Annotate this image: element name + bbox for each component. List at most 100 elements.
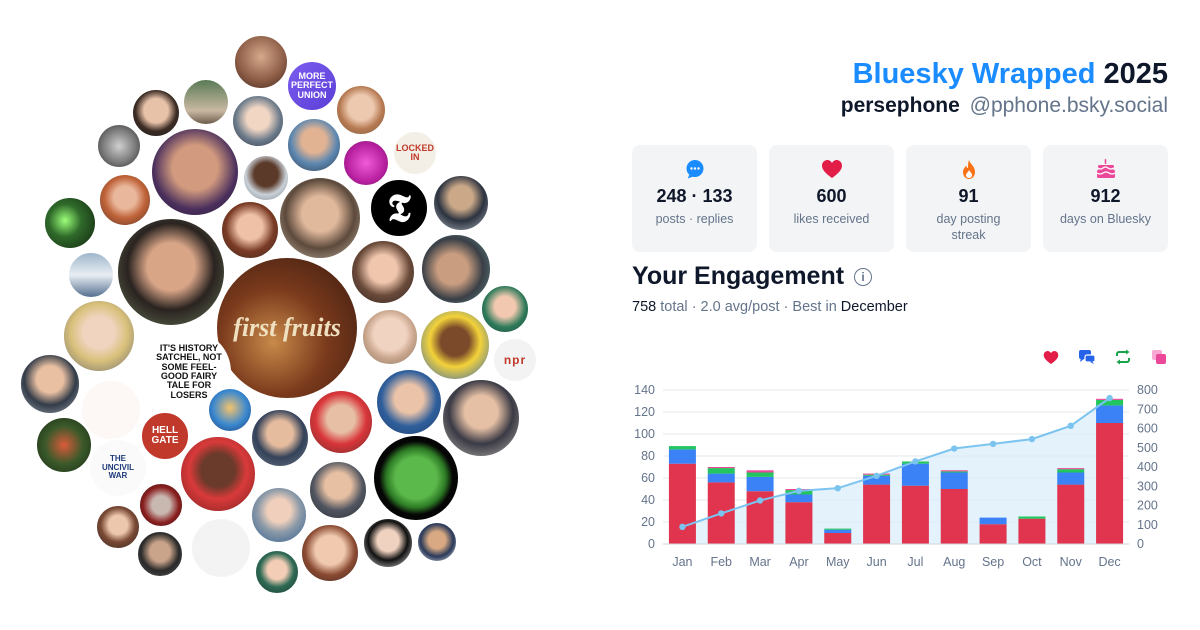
- avatar-man-dark[interactable]: [136, 530, 184, 578]
- x-tick-label: Sep: [982, 555, 1004, 569]
- y2-tick-label: 300: [1137, 479, 1158, 493]
- bar-segment: [824, 533, 852, 544]
- avatar-npr[interactable]: npr: [492, 337, 538, 383]
- avatar-woman-green-bg[interactable]: [254, 549, 300, 595]
- avatar-woman-blue[interactable]: [375, 368, 443, 436]
- avatar-more-perfect-union[interactable]: MORE PERFECT UNION: [286, 60, 338, 112]
- avatar-pink-figure[interactable]: [342, 139, 390, 187]
- y2-tick-label: 100: [1137, 518, 1158, 532]
- avatar-man-suit-pink[interactable]: [231, 94, 285, 148]
- x-tick-label: Apr: [789, 555, 808, 569]
- avatar-history-satchel-label: IT'S HISTORY SATCHEL, NOT SOME FEEL-GOOD…: [156, 342, 222, 400]
- posts-replies-label: posts · replies: [655, 212, 734, 226]
- avatar-locked-in[interactable]: LOCKED IN: [392, 130, 438, 176]
- cumulative-line: [682, 397, 1111, 528]
- stats-row: 248 · 133 posts · replies 600 likes rece…: [632, 145, 1168, 252]
- avatar-man-suit-window[interactable]: [441, 378, 521, 458]
- avatar-red-sketch[interactable]: [80, 379, 142, 441]
- avatar-man-outdoors[interactable]: [242, 154, 290, 202]
- bar-segment: [707, 468, 735, 474]
- avatar-npr-label: npr: [503, 352, 527, 367]
- avatar-man-dark-suit[interactable]: [432, 174, 490, 232]
- bar-segment: [940, 471, 968, 473]
- avatar-first-fruits-label: first fruits: [233, 313, 341, 343]
- avatar-uncivil-war-label: THE UNCIVIL WAR: [102, 454, 134, 481]
- y2-tick-label: 600: [1137, 422, 1158, 436]
- avatar-woman-closeup[interactable]: [300, 523, 360, 583]
- avatar-woman-auburn[interactable]: [220, 200, 280, 260]
- bar-segment: [979, 517, 1007, 525]
- bar-segment: [746, 476, 774, 492]
- avatar-man-tie[interactable]: [250, 408, 310, 468]
- avatar-woman-green[interactable]: [480, 284, 530, 334]
- bar-segment: [1057, 469, 1085, 473]
- bar-segment: [1018, 518, 1046, 544]
- flame-icon: [906, 158, 1031, 180]
- posts-replies-value: 248 · 133: [656, 186, 733, 206]
- stat-card-posts: 248 · 133 posts · replies: [632, 145, 757, 252]
- avatar-hell-gate[interactable]: HELL GATE: [140, 411, 190, 461]
- avatar-history-satchel[interactable]: IT'S HISTORY SATCHEL, NOT SOME FEEL-GOOD…: [147, 330, 231, 414]
- avatar-woman-glasses-bw[interactable]: [362, 517, 414, 569]
- info-icon[interactable]: i: [854, 267, 873, 286]
- avatar-nyt[interactable]: 𝕿: [369, 178, 429, 238]
- avatar-woman-red-hair[interactable]: [98, 173, 152, 227]
- cumulative-point: [718, 510, 725, 517]
- y2-tick-label: 200: [1137, 499, 1158, 513]
- bar-segment: [863, 475, 891, 485]
- avatar-man-glasses-purple[interactable]: [150, 127, 240, 217]
- avatar-green-cartoon[interactable]: [372, 434, 460, 522]
- heart-icon[interactable]: [1042, 348, 1060, 366]
- cumulative-point: [834, 484, 841, 492]
- speech-bubble-icon: [632, 158, 757, 180]
- y2-tick-label: 400: [1137, 460, 1158, 474]
- y2-tick-label: 700: [1137, 402, 1158, 416]
- bar-segment: [707, 467, 735, 469]
- avatar-man-blue-shirt[interactable]: [286, 117, 342, 173]
- avatar-older-man[interactable]: [250, 486, 308, 544]
- streak-value: 91: [958, 186, 979, 206]
- avatar-woman-red-shirt[interactable]: [179, 435, 257, 513]
- avatar-woman-glasses[interactable]: [335, 84, 387, 136]
- avatar-sculpture[interactable]: [96, 123, 142, 169]
- avatar-man-with-dog[interactable]: [420, 233, 492, 305]
- avatar-man-capitol[interactable]: [19, 353, 81, 415]
- avatar-snowy-creek[interactable]: [67, 251, 115, 299]
- avatar-uncivil-war[interactable]: THE UNCIVIL WAR: [88, 438, 148, 498]
- avatar-man-beard-glasses[interactable]: [278, 176, 362, 260]
- avatar-man-glasses-suit[interactable]: [308, 460, 368, 520]
- bar-segment: [746, 470, 774, 473]
- bar-segment: [746, 472, 774, 477]
- x-tick-label: Feb: [710, 555, 732, 569]
- days-value: 912: [1090, 186, 1121, 206]
- avatar-woman-dark-hair[interactable]: [131, 88, 181, 138]
- engagement-summary: 758 total · 2.0 avg/post · Best in Decem…: [632, 299, 908, 315]
- y-tick-label: 80: [641, 449, 655, 463]
- reply-icon[interactable]: [1078, 348, 1096, 366]
- avatar-cartoon-superhero[interactable]: [416, 521, 458, 563]
- avatar-woman-red-top[interactable]: [308, 389, 374, 455]
- x-tick-label: Dec: [1098, 555, 1120, 569]
- page-title: Bluesky Wrapped 2025: [853, 58, 1168, 91]
- engagement-best-month: December: [840, 299, 908, 315]
- avatar-green-glow[interactable]: [43, 196, 97, 250]
- avatar-event-photo[interactable]: [138, 482, 184, 528]
- avatar-autumn-leaves[interactable]: [35, 416, 93, 474]
- avatar-woman-brunette[interactable]: [95, 504, 141, 550]
- avatar-woman-blonde[interactable]: [350, 239, 416, 305]
- avatar-first-fruits[interactable]: first fruits: [215, 256, 359, 400]
- avatar-cartoon-man[interactable]: [419, 309, 491, 381]
- repost-icon[interactable]: [1114, 348, 1132, 366]
- avatar-woman-smiling[interactable]: [116, 217, 226, 327]
- avatar-pirate-doll[interactable]: [233, 34, 289, 90]
- days-label: days on Bluesky: [1059, 212, 1152, 226]
- avatar-more-perfect-union-label: MORE PERFECT UNION: [291, 70, 334, 100]
- avatar-baby[interactable]: [361, 308, 419, 366]
- avatar-woman-blonde-bangs[interactable]: [62, 299, 136, 373]
- avatar-brick-wall[interactable]: [190, 517, 252, 579]
- bar-segment: [901, 485, 929, 544]
- avatar-building-steps[interactable]: [182, 78, 230, 126]
- avatar-cartoon-boy[interactable]: [207, 387, 253, 433]
- quote-icon[interactable]: [1150, 348, 1168, 366]
- bar-segment: [668, 446, 696, 450]
